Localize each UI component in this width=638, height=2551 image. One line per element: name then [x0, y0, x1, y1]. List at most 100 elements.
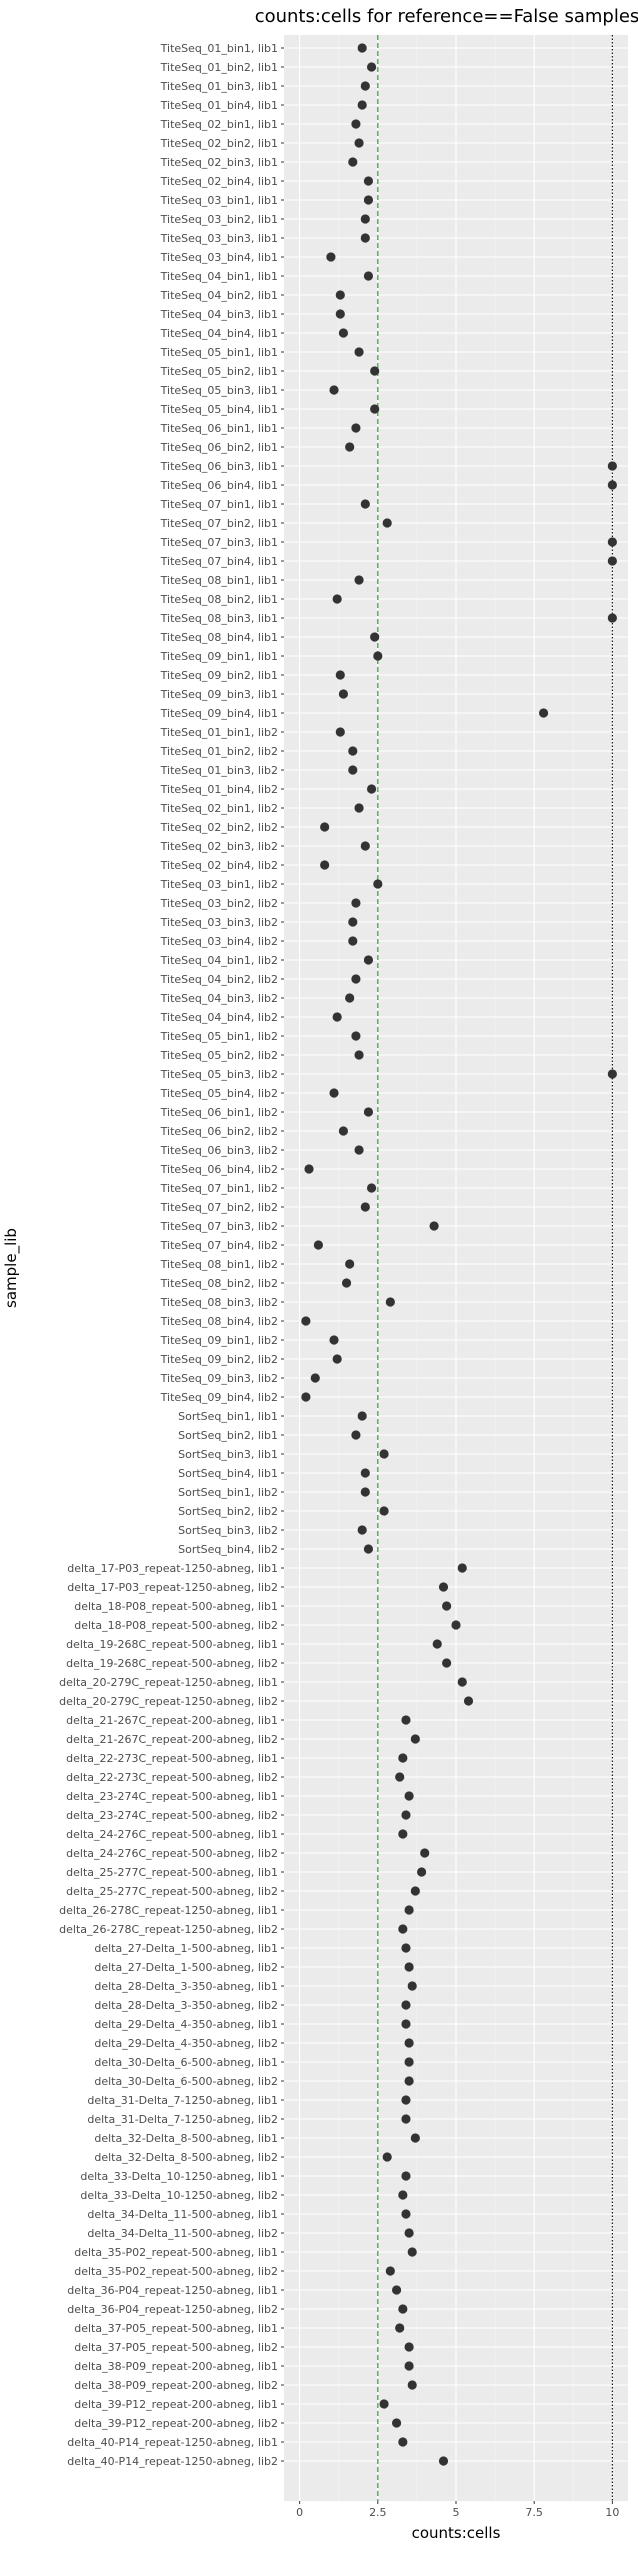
data-point	[326, 252, 336, 262]
data-point	[366, 784, 377, 794]
y-tick-label: delta_30-Delta_6-500-abneg, lib2	[94, 2075, 278, 2088]
y-tick-label: delta_36-P04_repeat-1250-abneg, lib1	[67, 2284, 278, 2297]
data-point	[363, 271, 374, 281]
data-point	[442, 1601, 452, 1611]
x-tick-labels: 0 2.5 5 7.5 10	[296, 2501, 619, 2519]
data-point	[351, 1031, 361, 1041]
y-tick-label: TiteSeq_02_bin2, lib2	[160, 821, 278, 834]
data-point	[360, 81, 370, 91]
data-point	[357, 1525, 367, 1535]
y-tick-label: TiteSeq_05_bin3, lib1	[160, 384, 278, 397]
y-tick-label: TiteSeq_01_bin3, lib2	[160, 764, 278, 777]
data-point	[351, 1430, 361, 1440]
y-tick-label: TiteSeq_08_bin3, lib2	[160, 1296, 278, 1309]
y-tick-label: TiteSeq_06_bin4, lib2	[160, 1163, 278, 1176]
data-point	[373, 651, 383, 661]
y-tick-label: delta_23-274C_repeat-500-abneg, lib2	[66, 1809, 278, 1822]
data-point	[354, 575, 364, 585]
y-tick-label: delta_35-P02_repeat-500-abneg, lib2	[74, 2265, 278, 2278]
data-point	[310, 1373, 320, 1383]
y-tick-label: TiteSeq_05_bin3, lib2	[160, 1068, 278, 1081]
y-tick-label: TiteSeq_07_bin1, lib1	[160, 498, 278, 511]
data-point	[338, 689, 349, 699]
y-tick-label: delta_29-Delta_4-350-abneg, lib1	[94, 2018, 278, 2031]
y-tick-label: TiteSeq_01_bin2, lib2	[160, 745, 278, 758]
y-tick-label: delta_17-P03_repeat-1250-abneg, lib1	[67, 1562, 278, 1575]
y-tick-label: TiteSeq_04_bin4, lib2	[160, 1011, 278, 1024]
data-point	[404, 2038, 414, 2048]
y-tick-label: TiteSeq_09_bin2, lib1	[160, 669, 278, 682]
data-point	[404, 1962, 414, 1972]
data-point	[335, 727, 345, 737]
y-tick-label: TiteSeq_05_bin4, lib1	[160, 403, 278, 416]
chart-title: counts:cells for reference==False sample…	[255, 6, 638, 27]
data-point	[366, 62, 377, 72]
data-point	[320, 860, 330, 870]
x-tick-label: 0	[296, 2506, 303, 2519]
y-tick-label: TiteSeq_06_bin1, lib1	[160, 422, 278, 435]
data-point	[354, 1050, 364, 1060]
y-tick-label: SortSeq_bin4, lib1	[178, 1467, 278, 1480]
y-tick-label: delta_40-P14_repeat-1250-abneg, lib1	[67, 2436, 278, 2449]
y-tick-label: delta_37-P05_repeat-500-abneg, lib1	[74, 2322, 278, 2335]
data-point	[391, 2418, 402, 2428]
y-tick-label: TiteSeq_01_bin1, lib1	[160, 42, 278, 55]
data-point	[385, 1297, 395, 1307]
data-points	[301, 43, 617, 2466]
y-tick-label: TiteSeq_04_bin3, lib1	[160, 308, 278, 321]
data-point	[401, 2209, 411, 2219]
y-tick-label: delta_21-267C_repeat-200-abneg, lib2	[66, 1733, 278, 1746]
data-point	[357, 100, 367, 110]
y-tick-label: TiteSeq_04_bin3, lib2	[160, 992, 278, 1005]
y-tick-label: TiteSeq_09_bin4, lib1	[160, 707, 278, 720]
y-tick-label: delta_24-276C_repeat-500-abneg, lib2	[66, 1847, 278, 1860]
y-tick-label: SortSeq_bin3, lib2	[178, 1524, 278, 1537]
data-point	[401, 1943, 411, 1953]
data-point	[304, 1164, 314, 1174]
y-tick-label: TiteSeq_01_bin4, lib2	[160, 783, 278, 796]
data-point	[332, 1012, 342, 1022]
data-point	[401, 2095, 411, 2105]
data-point	[320, 822, 330, 832]
data-point	[351, 974, 361, 984]
data-point	[404, 2342, 414, 2352]
y-tick-label: TiteSeq_06_bin2, lib2	[160, 1125, 278, 1138]
data-point	[407, 1981, 417, 1991]
y-tick-label: TiteSeq_07_bin1, lib2	[160, 1182, 278, 1195]
data-point	[401, 2114, 411, 2124]
data-point	[357, 43, 367, 53]
y-tick-label: delta_36-P04_repeat-1250-abneg, lib2	[67, 2303, 278, 2316]
data-point	[398, 1924, 408, 1934]
y-tick-label: delta_39-P12_repeat-200-abneg, lib1	[74, 2398, 278, 2411]
data-point	[404, 1791, 414, 1801]
data-point	[366, 1183, 377, 1193]
y-tick-label: TiteSeq_02_bin3, lib1	[160, 156, 278, 169]
data-point	[354, 138, 364, 148]
data-point	[442, 1658, 452, 1668]
data-point	[351, 423, 361, 433]
data-point	[538, 708, 549, 718]
y-tick-label: SortSeq_bin4, lib2	[178, 1543, 278, 1556]
data-point	[348, 917, 358, 927]
y-tick-label: TiteSeq_08_bin3, lib1	[160, 612, 278, 625]
data-point	[345, 442, 355, 452]
data-point	[410, 1734, 420, 1744]
y-tick-label: SortSeq_bin3, lib1	[178, 1448, 278, 1461]
data-point	[345, 1259, 355, 1269]
y-tick-label: TiteSeq_06_bin4, lib1	[160, 479, 278, 492]
y-tick-label: TiteSeq_03_bin4, lib1	[160, 251, 278, 264]
y-tick-label: TiteSeq_02_bin1, lib2	[160, 802, 278, 815]
data-point	[385, 2266, 395, 2276]
y-tick-label: delta_25-277C_repeat-500-abneg, lib1	[66, 1866, 278, 1879]
data-point	[398, 2304, 408, 2314]
y-tick-label: TiteSeq_02_bin2, lib1	[160, 137, 278, 150]
data-point	[398, 2437, 408, 2447]
y-axis-title: sample_lib	[2, 1228, 21, 1308]
data-point	[401, 2171, 411, 2181]
y-tick-label: TiteSeq_06_bin3, lib2	[160, 1144, 278, 1157]
y-tick-label: TiteSeq_01_bin4, lib1	[160, 99, 278, 112]
y-tick-label: delta_24-276C_repeat-500-abneg, lib1	[66, 1828, 278, 1841]
data-point	[382, 518, 392, 528]
data-point	[301, 1392, 311, 1402]
x-tick-label: 2.5	[369, 2506, 387, 2519]
